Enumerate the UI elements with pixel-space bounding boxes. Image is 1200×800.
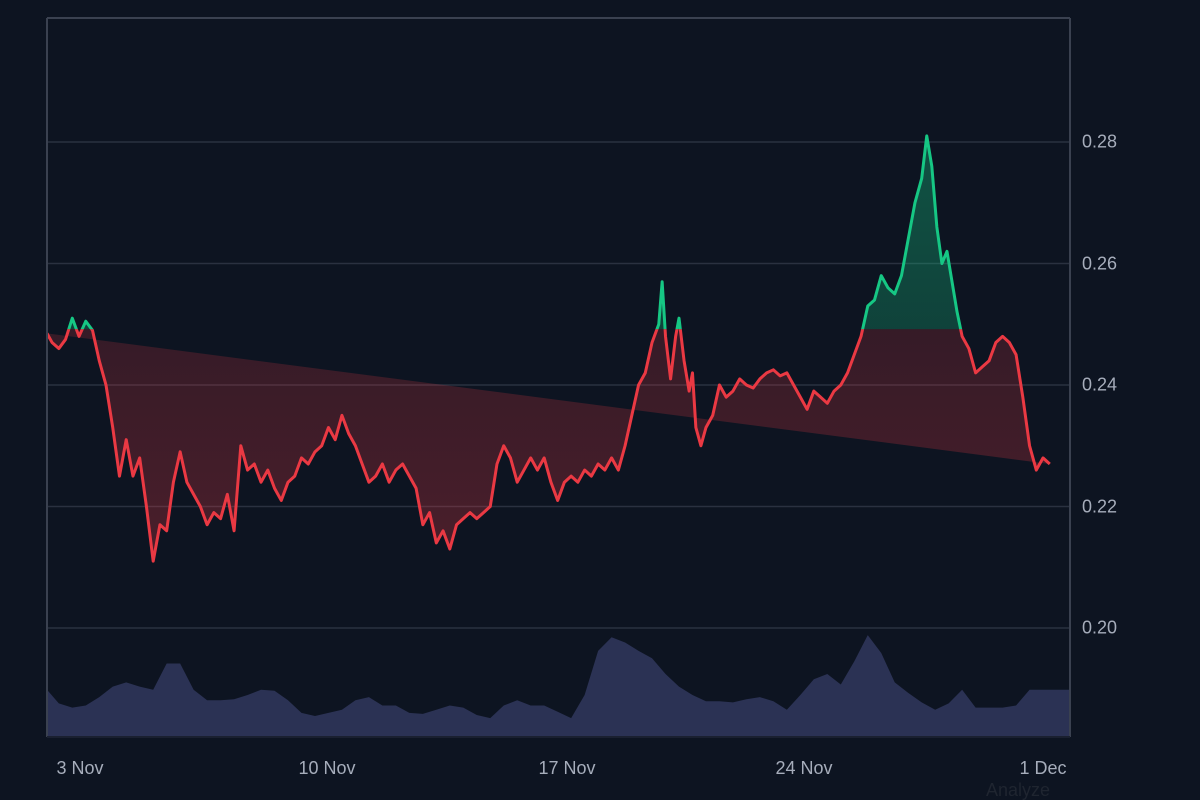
watermark-text: Analyze [986,780,1051,800]
below-baseline-fill [47,329,1050,562]
y-tick-label: 0.22 [1082,496,1118,516]
above-baseline-fill [68,135,961,330]
y-tick-label: 0.24 [1082,374,1118,395]
chart-frame [46,17,1071,738]
price-line-down [47,329,1051,563]
y-tick-label: 0.26 [1082,253,1118,273]
x-tick-label: 24 Nov [775,758,833,778]
x-tick-label: 3 Nov [56,758,104,778]
price-line-up [67,134,963,330]
volume-area [47,635,1070,737]
y-tick-label: 0.20 [1082,617,1118,638]
x-tick-label: 1 Dec [1019,758,1067,778]
x-tick-label: 10 Nov [298,758,356,778]
x-tick-label: 17 Nov [538,758,596,778]
y-tick-label: 0.28 [1082,131,1118,152]
